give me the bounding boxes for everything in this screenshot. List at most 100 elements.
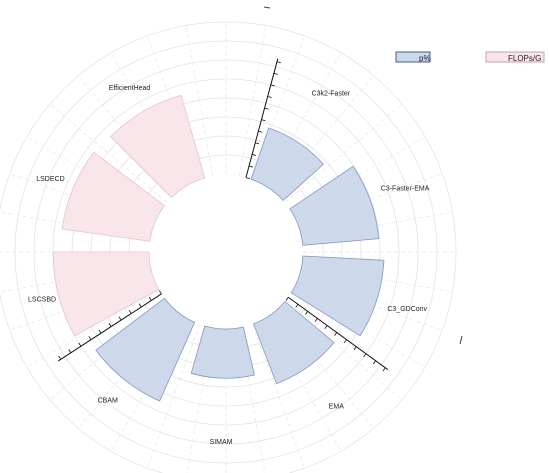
- bar-cbam: [95, 297, 196, 402]
- grid-spoke: [239, 327, 266, 473]
- grid-spoke: [292, 290, 426, 368]
- axis-tick: [245, 177, 250, 180]
- radial-axis-line: [245, 58, 279, 178]
- axis-tick: [58, 355, 62, 360]
- grid-spoke: [26, 290, 160, 368]
- grid-spoke: [292, 136, 426, 214]
- grid-spoke: [301, 211, 453, 239]
- axis-tick: [118, 316, 122, 321]
- side-stray-mark: [459, 335, 463, 345]
- axis-tick: [252, 154, 257, 156]
- grid-spoke: [26, 136, 160, 214]
- axis-tick: [295, 304, 299, 308]
- axis-tick: [363, 353, 367, 358]
- grid-spoke: [77, 310, 177, 429]
- axis-tick: [353, 346, 357, 351]
- grid-spoke: [186, 327, 213, 473]
- grid-spoke: [9, 278, 154, 331]
- grid-spoke: [284, 301, 403, 401]
- legend-item-p: p%: [395, 51, 431, 63]
- grid-spoke: [77, 75, 177, 194]
- bar-c3k2-faster: [250, 127, 325, 202]
- bar-c3-gdconv: [290, 255, 385, 337]
- grid-spoke: [147, 324, 200, 469]
- category-label: SIMAM: [210, 439, 233, 446]
- axis-tick: [314, 318, 318, 322]
- bar-lscsbd: [52, 251, 160, 337]
- radial-axis-line: [288, 296, 389, 370]
- axis-tick: [276, 61, 281, 64]
- axis-tick: [264, 107, 269, 110]
- grid-spoke: [298, 278, 443, 331]
- category-label: C3-Faster-EMA: [381, 185, 430, 192]
- axis-tick: [324, 325, 328, 329]
- grid-spoke: [185, 25, 213, 177]
- axis-tick: [305, 311, 309, 315]
- category-label: EMA: [329, 404, 345, 411]
- category-label: LSCSBD: [28, 296, 56, 303]
- grid-spoke: [264, 318, 342, 452]
- axis-tick: [285, 297, 289, 301]
- bar-efficienthead: [110, 94, 206, 199]
- axis-tick: [148, 296, 152, 301]
- axis-tick: [334, 332, 338, 336]
- grid-spoke: [298, 173, 443, 226]
- grid-spoke: [239, 25, 267, 177]
- grid-spoke: [284, 103, 403, 203]
- axis-tick: [261, 119, 266, 122]
- axis-tick: [248, 165, 254, 168]
- legend-label-flops: FLOPs/G: [508, 54, 541, 63]
- category-label: EfficientHead: [109, 85, 151, 92]
- grid-spoke: [49, 103, 168, 203]
- legend-label-p: p%: [419, 54, 431, 63]
- category-label: LSDECD: [36, 176, 64, 183]
- bar-simam: [190, 325, 255, 379]
- grid-spoke: [252, 324, 305, 469]
- axis-tick: [267, 96, 272, 98]
- axis-tick: [138, 303, 142, 308]
- grid-spoke: [0, 211, 151, 239]
- radial-axis-line: [57, 293, 162, 362]
- grid-spoke: [110, 318, 188, 452]
- axis-tick: [108, 323, 112, 327]
- grid-spoke: [49, 301, 168, 401]
- axis-tick: [88, 336, 92, 340]
- legend-swatch-p: [395, 51, 431, 63]
- grid-spoke: [147, 35, 200, 180]
- polar-grid: [0, 21, 457, 473]
- axis-tick: [68, 349, 72, 353]
- category-labels: C3k2-Faster C3-Faster-EMA C3_GDConv EMA SIMA…: [28, 85, 430, 446]
- grid-spoke: [0, 265, 151, 293]
- bars: [52, 94, 385, 402]
- grid-spoke: [252, 35, 305, 180]
- axis-tick: [255, 142, 260, 145]
- grid-spoke: [264, 52, 342, 186]
- grid-spoke: [9, 173, 154, 226]
- bar-ema: [253, 300, 335, 385]
- legend: p% FLOPs/G: [395, 51, 545, 63]
- axis-tick: [128, 309, 132, 314]
- grid-spoke: [275, 310, 375, 429]
- axis-tick: [78, 342, 82, 347]
- grid-spoke: [301, 265, 453, 293]
- axis-tick: [158, 290, 162, 295]
- axis-tick: [273, 72, 278, 75]
- axis-tick: [382, 367, 386, 372]
- legend-swatch-flops: [485, 51, 545, 63]
- bar-c3-faster-ema: [289, 165, 380, 246]
- axis-tick: [372, 360, 376, 365]
- axis-tick: [258, 130, 263, 133]
- grid-spoke: [110, 52, 188, 186]
- category-label: CBAM: [98, 398, 118, 405]
- grid-spoke: [275, 75, 375, 194]
- category-label: C3_GDConv: [387, 306, 427, 313]
- bar-lsdecd: [61, 151, 166, 242]
- legend-item-flops: FLOPs/G: [485, 51, 545, 63]
- axis-tick: [270, 84, 275, 87]
- radial-axes: [57, 58, 389, 372]
- category-label: C3k2-Faster: [312, 90, 351, 97]
- axis-tick: [343, 339, 347, 344]
- top-stray-mark: [263, 6, 271, 9]
- grid-circle: [0, 21, 457, 473]
